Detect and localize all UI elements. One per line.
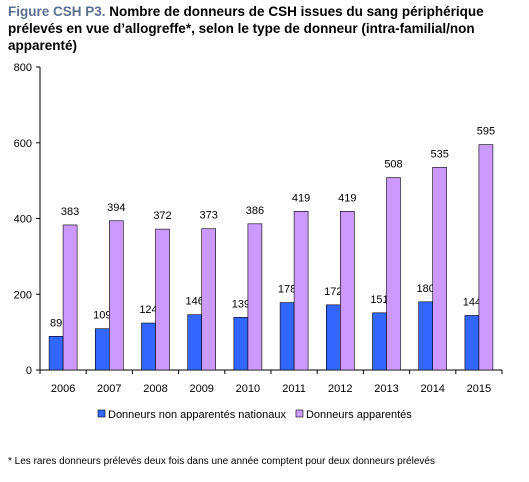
data-label: 394 bbox=[107, 202, 125, 214]
bar bbox=[478, 144, 494, 371]
data-label: 144 bbox=[463, 296, 481, 308]
bar bbox=[48, 335, 64, 371]
legend-swatch bbox=[295, 409, 304, 418]
chart-title: Figure CSH P3. Nombre de donneurs de CSH… bbox=[8, 3, 526, 54]
y-tick-label: 0 bbox=[26, 365, 32, 377]
data-label: 383 bbox=[61, 206, 79, 218]
bar-chart: 0 200 400 600 800 2006 89 383 2007 109 394 2008 124 3… bbox=[14, 62, 503, 421]
x-tick-label: 2009 bbox=[189, 383, 213, 395]
data-label: 419 bbox=[292, 192, 310, 204]
data-label: 180 bbox=[417, 283, 435, 295]
x-tick-label: 2007 bbox=[97, 383, 121, 395]
bar bbox=[325, 304, 341, 371]
legend-label: Donneurs non apparentés nationaux bbox=[108, 409, 286, 421]
data-label: 151 bbox=[370, 294, 388, 306]
bar bbox=[372, 312, 387, 371]
bar bbox=[233, 317, 249, 371]
bar bbox=[386, 177, 401, 371]
bar bbox=[187, 314, 202, 371]
y-tick-label: 200 bbox=[14, 289, 32, 301]
bar bbox=[109, 220, 124, 371]
bar bbox=[464, 315, 480, 371]
bar bbox=[201, 228, 216, 371]
data-label: 124 bbox=[139, 304, 157, 316]
data-label: 178 bbox=[278, 284, 296, 296]
data-label: 419 bbox=[338, 192, 356, 204]
data-label: 372 bbox=[153, 210, 171, 222]
x-tick-label: 2015 bbox=[467, 383, 491, 395]
data-label: 146 bbox=[186, 296, 204, 308]
x-tick-label: 2010 bbox=[236, 383, 260, 395]
x-tick-label: 2008 bbox=[143, 383, 167, 395]
x-tick-label: 2006 bbox=[51, 383, 75, 395]
footnote: * Les rares donneurs prélevés deux fois … bbox=[8, 456, 435, 467]
legend-label: Donneurs apparentés bbox=[306, 409, 412, 421]
data-label: 373 bbox=[200, 210, 218, 222]
y-tick-label: 400 bbox=[14, 214, 32, 226]
x-tick-label: 2011 bbox=[282, 383, 306, 395]
bar bbox=[247, 223, 263, 371]
data-label: 172 bbox=[324, 286, 342, 298]
data-label: 109 bbox=[93, 310, 111, 322]
legend-swatch bbox=[97, 409, 106, 418]
bar bbox=[155, 228, 170, 371]
x-tick-label: 2013 bbox=[374, 383, 398, 395]
bar bbox=[95, 328, 110, 371]
bar bbox=[141, 322, 156, 371]
bar bbox=[279, 302, 295, 371]
data-label: 89 bbox=[50, 317, 62, 329]
bar bbox=[418, 301, 434, 371]
y-tick-label: 800 bbox=[14, 62, 32, 74]
y-tick-label: 600 bbox=[14, 138, 32, 150]
title-prefix: Figure CSH P3. bbox=[8, 4, 106, 19]
data-label: 386 bbox=[246, 205, 264, 217]
x-tick-label: 2012 bbox=[328, 383, 352, 395]
bar bbox=[339, 211, 355, 371]
bar bbox=[432, 167, 448, 371]
data-label: 535 bbox=[431, 148, 449, 160]
data-label: 139 bbox=[232, 298, 250, 310]
x-tick-label: 2014 bbox=[420, 383, 444, 395]
data-label: 595 bbox=[477, 126, 495, 138]
bar bbox=[62, 224, 78, 371]
bar bbox=[293, 211, 309, 371]
data-label: 508 bbox=[384, 159, 402, 171]
title-text: Nombre de donneurs de CSH issues du sang… bbox=[8, 4, 484, 53]
